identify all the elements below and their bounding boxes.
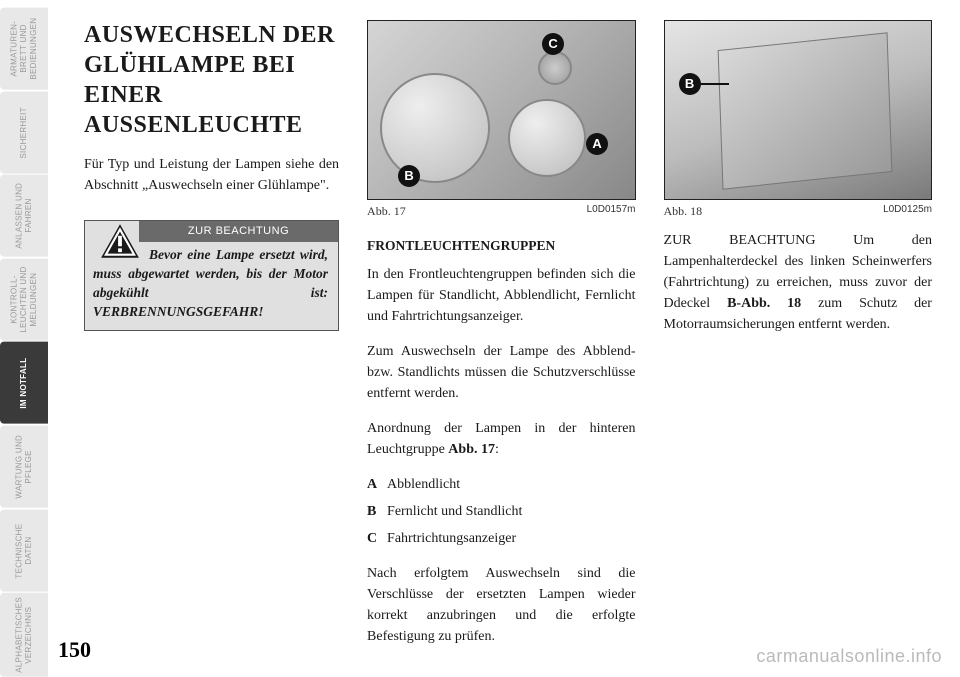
tab-armaturen[interactable]: ARMATUREN- BRETT UND BEDIENUNGEN — [0, 8, 48, 90]
watermark: carmanualsonline.info — [756, 646, 942, 667]
col2-p4: Nach erfolgtem Auswechseln sind die Vers… — [367, 563, 635, 647]
figure-17-caption: Abb. 17 L0D0157m — [367, 200, 635, 228]
subhead-frontleuchten: FRONTLEUCHTENGRUPPEN — [367, 236, 635, 256]
list-c: CFahrtrichtungsanzeiger — [367, 528, 635, 549]
tab-im-notfall[interactable]: IM NOTFALL — [0, 342, 48, 424]
content: AUSWECHSELN DER GLÜHLAMPE BEI EINER AUSS… — [48, 0, 960, 677]
figure-18-caption: Abb. 18 L0D0125m — [664, 200, 932, 228]
fig17-label-a: A — [586, 133, 608, 155]
fig17-number: Abb. 17 — [367, 202, 406, 220]
warning-box: ZUR BEACHTUNG Bevor eine Lampe ersetzt w… — [84, 220, 339, 331]
col2-p2: Zum Auswechseln der Lampe des Abblend- b… — [367, 341, 635, 404]
warning-body: Bevor eine Lampe ersetzt wird, muss abge… — [85, 242, 338, 330]
tab-technische-daten[interactable]: TECHNISCHE DATEN — [0, 510, 48, 592]
tab-kontrollleuchten[interactable]: KONTROLL- LEUCHTEN UND MELDUNGEN — [0, 259, 48, 341]
warning-triangle-icon — [99, 222, 141, 260]
sidebar-tabs: ARMATUREN- BRETT UND BEDIENUNGEN SICHERH… — [0, 0, 48, 677]
figure-17: C A B Abb. 17 L0D0157m — [367, 20, 635, 228]
col2-p3: Anordnung der Lampen in der hinteren Leu… — [367, 418, 635, 460]
page: ARMATUREN- BRETT UND BEDIENUNGEN SICHERH… — [0, 0, 960, 677]
intro-paragraph: Für Typ und Leistung der Lampen siehe de… — [84, 154, 339, 196]
figure-17-image: C A B — [367, 20, 635, 200]
tab-sicherheit[interactable]: SICHERHEIT — [0, 92, 48, 174]
figure-18-image: B — [664, 20, 932, 200]
page-number: 150 — [58, 637, 91, 663]
fig17-label-b: B — [398, 165, 420, 187]
column-2: C A B Abb. 17 L0D0157m FRONTLEUCHTENGRUP… — [367, 20, 635, 667]
tab-anlassen[interactable]: ANLASSEN UND FAHREN — [0, 175, 48, 257]
fig18-number: Abb. 18 — [664, 202, 703, 220]
fig18-label-b: B — [679, 73, 701, 95]
col3-p1: ZUR BEACHTUNG Um den Lampenhalterdeckel … — [664, 230, 932, 335]
list-b: BFernlicht und Standlicht — [367, 501, 635, 522]
fig18-code: L0D0125m — [883, 202, 932, 220]
page-title: AUSWECHSELN DER GLÜHLAMPE BEI EINER AUSS… — [84, 20, 339, 140]
warning-title: ZUR BEACHTUNG — [139, 221, 338, 242]
tab-verzeichnis[interactable]: ALPHABETISCHES VERZEICHNIS — [0, 593, 48, 677]
column-1: AUSWECHSELN DER GLÜHLAMPE BEI EINER AUSS… — [84, 20, 339, 667]
figure-18: B Abb. 18 L0D0125m — [664, 20, 932, 228]
fig17-code: L0D0157m — [587, 202, 636, 220]
fig17-label-c: C — [542, 33, 564, 55]
tab-wartung[interactable]: WARTUNG UND PFLEGE — [0, 426, 48, 508]
column-3: B Abb. 18 L0D0125m ZUR BEACHTUNG Um den … — [664, 20, 932, 667]
list-a: AAbblendlicht — [367, 474, 635, 495]
col2-p1: In den Frontleuchtengruppen befinden sic… — [367, 264, 635, 327]
